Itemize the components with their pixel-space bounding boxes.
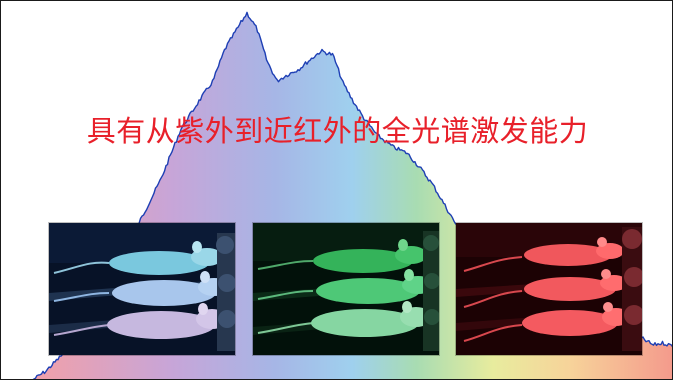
photo-blue-excitation [49,223,235,355]
mouse-1 [257,239,427,273]
mouse-1 [53,241,223,275]
photo-green-excitation [253,223,439,355]
headline: 具有从紫外到近红外的全光谱激发能力 [86,114,589,148]
mouse-2 [53,271,230,306]
mouse-1 [463,237,624,272]
photo-red-excitation [456,223,642,355]
mouse-2 [463,269,628,308]
